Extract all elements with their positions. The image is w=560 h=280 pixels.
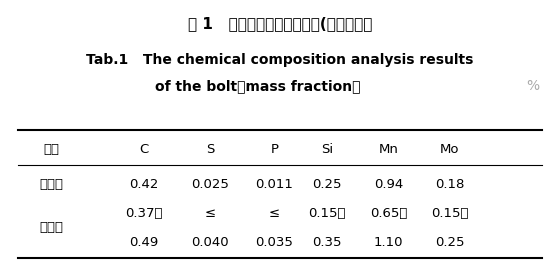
Text: 表 1   螺栓化学成分分析结果(质量分数）: 表 1 螺栓化学成分分析结果(质量分数） xyxy=(188,16,372,31)
Text: 0.37～: 0.37～ xyxy=(125,207,162,220)
Text: Tab.1   The chemical composition analysis results: Tab.1 The chemical composition analysis … xyxy=(86,53,474,67)
Text: ≤: ≤ xyxy=(205,207,216,220)
Text: 0.35: 0.35 xyxy=(312,236,342,249)
Text: 0.94: 0.94 xyxy=(374,178,403,191)
Text: 0.15～: 0.15～ xyxy=(309,207,346,220)
Text: Mo: Mo xyxy=(440,143,460,156)
Text: 0.65～: 0.65～ xyxy=(370,207,407,220)
Text: 0.040: 0.040 xyxy=(192,236,229,249)
Text: S: S xyxy=(206,143,214,156)
Text: Si: Si xyxy=(321,143,333,156)
Text: 标准値: 标准値 xyxy=(40,221,63,234)
Text: P: P xyxy=(270,143,278,156)
Text: 项目: 项目 xyxy=(44,143,59,156)
Text: of the bolt（mass fraction）: of the bolt（mass fraction） xyxy=(155,79,361,93)
Text: 0.25: 0.25 xyxy=(435,236,465,249)
Text: 0.49: 0.49 xyxy=(129,236,158,249)
Text: Mn: Mn xyxy=(379,143,399,156)
Text: %: % xyxy=(526,79,539,93)
Text: C: C xyxy=(139,143,148,156)
Text: 0.42: 0.42 xyxy=(129,178,158,191)
Text: 0.011: 0.011 xyxy=(255,178,293,191)
Text: ≤: ≤ xyxy=(269,207,280,220)
Text: 0.15～: 0.15～ xyxy=(431,207,469,220)
Text: 1.10: 1.10 xyxy=(374,236,403,249)
Text: 0.025: 0.025 xyxy=(192,178,229,191)
Text: 0.18: 0.18 xyxy=(435,178,465,191)
Text: 0.25: 0.25 xyxy=(312,178,342,191)
Text: 实测値: 实测値 xyxy=(40,178,63,191)
Text: 0.035: 0.035 xyxy=(255,236,293,249)
